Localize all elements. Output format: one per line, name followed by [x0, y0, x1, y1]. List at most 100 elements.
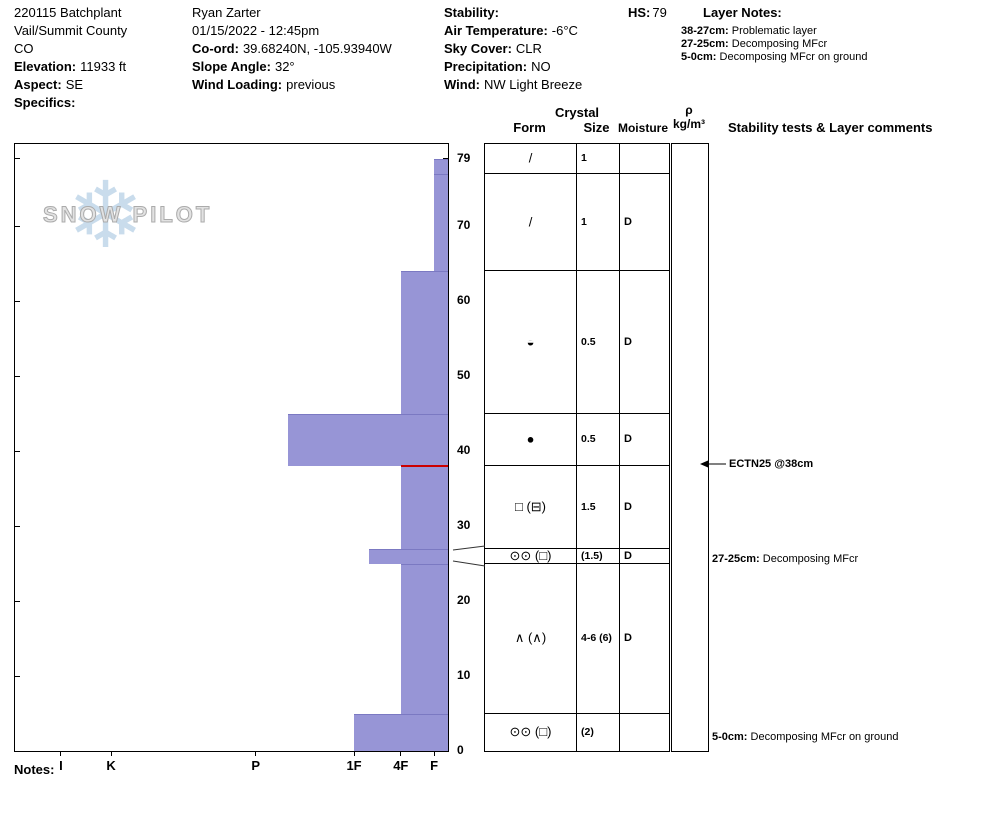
air-temp-value: -6°C: [551, 23, 578, 38]
sky-cover-row: Sky Cover: CLR: [444, 40, 582, 58]
grain-size-cell: (1.5): [581, 549, 603, 562]
layer-note-range: 5-0cm:: [681, 51, 717, 63]
depth-tick: [15, 750, 20, 752]
moisture-cell: D: [624, 433, 632, 446]
layer-note-item: 38-27cm: Problematic layer: [681, 25, 867, 38]
table-column-divider: [576, 144, 577, 751]
coord-label: Co-ord:: [192, 41, 239, 56]
density-unit-header: kg/m³: [672, 117, 705, 131]
wind-value: NW Light Breeze: [483, 77, 583, 92]
hardness-bar: [400, 563, 448, 714]
wind-row: Wind: NW Light Breeze: [444, 76, 582, 94]
depth-tick: [15, 600, 20, 602]
aspect-label: Aspect:: [14, 77, 62, 92]
hardness-tick-label: P: [251, 758, 261, 773]
slope-angle-label: Slope Angle:: [192, 59, 271, 74]
layer-note-item: 27-25cm: Decomposing MFcr: [681, 38, 867, 51]
grain-form-cell: ◒: [526, 334, 535, 350]
grain-form-cell: ●: [526, 431, 535, 447]
wind-loading-row: Wind Loading: previous: [192, 76, 392, 94]
air-temp-label: Air Temperature:: [444, 23, 548, 38]
hardness-tick-label: 1F: [346, 758, 362, 773]
layer-notes-block: Layer Notes: 38-27cm: Problematic layer …: [681, 4, 867, 64]
slope-angle-row: Slope Angle: 32°: [192, 58, 392, 76]
depth-tick-label: 50: [457, 368, 471, 383]
moisture-cell: D: [624, 336, 632, 349]
size-column-header: Size: [583, 120, 610, 135]
layer-note-text: Problematic layer: [728, 25, 817, 37]
depth-tick: [15, 300, 20, 302]
wind-loading-label: Wind Loading:: [192, 77, 283, 92]
depth-tick-label: 79: [457, 150, 471, 165]
density-symbol-header: ρ: [685, 103, 693, 117]
crystal-column-header: Crystal: [554, 105, 600, 120]
hardness-tick: [400, 751, 402, 756]
precipitation-value: NO: [531, 59, 551, 74]
crystal-table-row: ● 0.5 D: [485, 414, 669, 467]
hardness-tick-label: F: [430, 758, 439, 773]
depth-tick: [15, 375, 20, 377]
layer-comment-text: Decomposing MFcr on ground: [747, 731, 899, 743]
layer-comment-text: Decomposing MFcr: [759, 553, 859, 566]
layer-comment: 5-0cm: Decomposing MFcr on ground: [712, 731, 898, 743]
depth-tick: [15, 525, 20, 527]
moisture-cell: D: [624, 216, 632, 229]
flagged-layer-line: [400, 465, 448, 468]
grain-size-cell: 0.5: [581, 433, 596, 446]
conditions-block: Stability: Air Temperature: -6°C Sky Cove…: [444, 4, 582, 94]
specifics-row: Specifics:: [14, 94, 127, 112]
moisture-cell: D: [624, 549, 632, 562]
grain-form-cell: /: [528, 150, 533, 166]
hardness-tick-label: I: [59, 758, 63, 773]
specifics-label: Specifics:: [14, 95, 76, 110]
layer-note-item: 5-0cm: Decomposing MFcr on ground: [681, 51, 867, 64]
depth-tick-label: 40: [457, 443, 471, 458]
depth-tick-label: 20: [457, 593, 471, 608]
hardness-profile-chart: ❄ SNOW PILOT 0 10 20 30 40 50 60 70 79 I K P 1F 4F F: [14, 143, 470, 773]
grain-size-cell: 1: [581, 152, 587, 165]
crystal-table-row: ◒ 0.5 D: [485, 271, 669, 414]
grain-size-cell: 1.5: [581, 500, 596, 513]
depth-tick: [15, 450, 20, 452]
crystal-table-row: ⊙⊙ (□) (1.5) D: [485, 547, 669, 564]
elevation-value: 11933 ft: [80, 59, 127, 74]
coord-row: Co-ord: 39.68240N, -105.93940W: [192, 40, 392, 58]
crystal-table-row: ⊙⊙ (□) (2): [485, 714, 669, 751]
hardness-bar: [354, 713, 448, 751]
moisture-cell: D: [624, 632, 632, 645]
depth-tick-label: 30: [457, 518, 471, 533]
grain-size-cell: 4-6 (6): [581, 632, 612, 645]
stability-row: Stability:: [444, 4, 582, 22]
layer-notes-title: Layer Notes:: [703, 5, 782, 20]
hs-label: HS:: [628, 5, 651, 20]
layer-comment: 27-25cm: Decomposing MFcr: [712, 553, 858, 565]
grain-form-cell: /: [528, 214, 533, 230]
depth-tick: [15, 675, 20, 677]
region: Vail/Summit County: [14, 23, 128, 38]
depth-tick-label: 10: [457, 668, 471, 683]
hardness-tick-label: K: [106, 758, 116, 773]
grain-form-cell: ⊙⊙ (□): [509, 724, 552, 740]
crystal-table: /1/1 D ◒ 0.5 D ● 0.5 D □ (⊟) 1.5 D ⊙⊙ (□) (1.5) D ∧ (∧…: [484, 143, 670, 752]
elevation-row: Elevation: 11933 ft: [14, 58, 127, 76]
hs-value: 79: [652, 5, 667, 20]
sky-cover-label: Sky Cover:: [444, 41, 512, 56]
sky-cover-value: CLR: [515, 41, 542, 56]
grain-form-cell: ⊙⊙ (□): [509, 547, 552, 563]
depth-tick: [15, 225, 20, 227]
precipitation-label: Precipitation:: [444, 59, 528, 74]
snowflake-icon: ❄: [67, 165, 145, 267]
precipitation-row: Precipitation: NO: [444, 58, 582, 76]
slope-angle-value: 32°: [274, 59, 295, 74]
layer-note-range: 38-27cm:: [681, 25, 729, 37]
comments-column-header: Stability tests & Layer comments: [728, 120, 933, 135]
hardness-bar: [434, 173, 448, 272]
elevation-label: Elevation:: [14, 59, 77, 74]
hardness-bar: [287, 413, 448, 467]
crystal-table-row: / 1 D: [485, 174, 669, 272]
depth-tick-label: 70: [457, 218, 471, 233]
stability-test-label: ECTN25 @38cm: [729, 458, 814, 471]
grain-size-cell: 1: [581, 216, 587, 229]
depth-tick-label: 60: [457, 293, 471, 308]
